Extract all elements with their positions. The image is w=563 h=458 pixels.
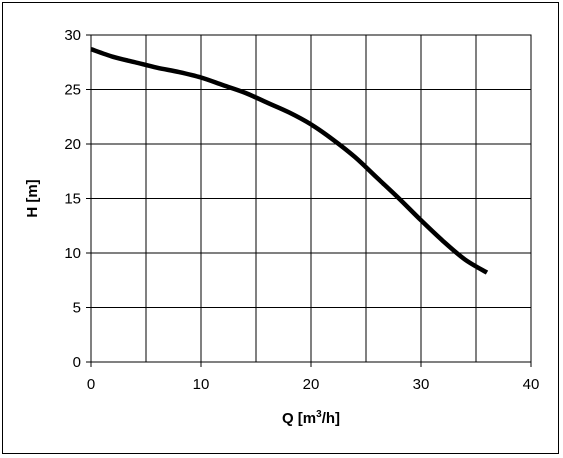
x-tick-label: 40	[523, 376, 540, 393]
y-tick-label: 30	[64, 27, 81, 44]
x-axis-title-sup: 3	[316, 409, 322, 420]
series-line	[90, 47, 489, 275]
x-tick-label: 30	[413, 376, 430, 393]
y-tick-label: 10	[64, 245, 81, 262]
x-axis-title: Q [m3/h]	[282, 409, 340, 427]
series-layer	[90, 47, 489, 275]
x-axis-ticks: 0 10 20 30 40	[87, 362, 540, 393]
y-tick-label: 0	[73, 354, 81, 371]
x-axis-title-tail: /h]	[322, 410, 340, 427]
y-axis-title: H [m]	[24, 179, 41, 217]
chart-frame	[2, 2, 559, 454]
grid	[90, 34, 532, 363]
y-tick-label: 5	[73, 300, 81, 317]
y-tick-label: 25	[64, 82, 81, 99]
y-tick-label: 15	[64, 191, 81, 208]
x-tick-label: 0	[87, 376, 95, 393]
x-tick-label: 10	[193, 376, 210, 393]
x-tick-label: 20	[303, 376, 320, 393]
y-tick-label: 20	[64, 136, 81, 153]
y-axis-ticks: 0 5 10 15 20 25 30	[64, 27, 91, 371]
x-axis-title-base: Q [m	[282, 410, 316, 427]
